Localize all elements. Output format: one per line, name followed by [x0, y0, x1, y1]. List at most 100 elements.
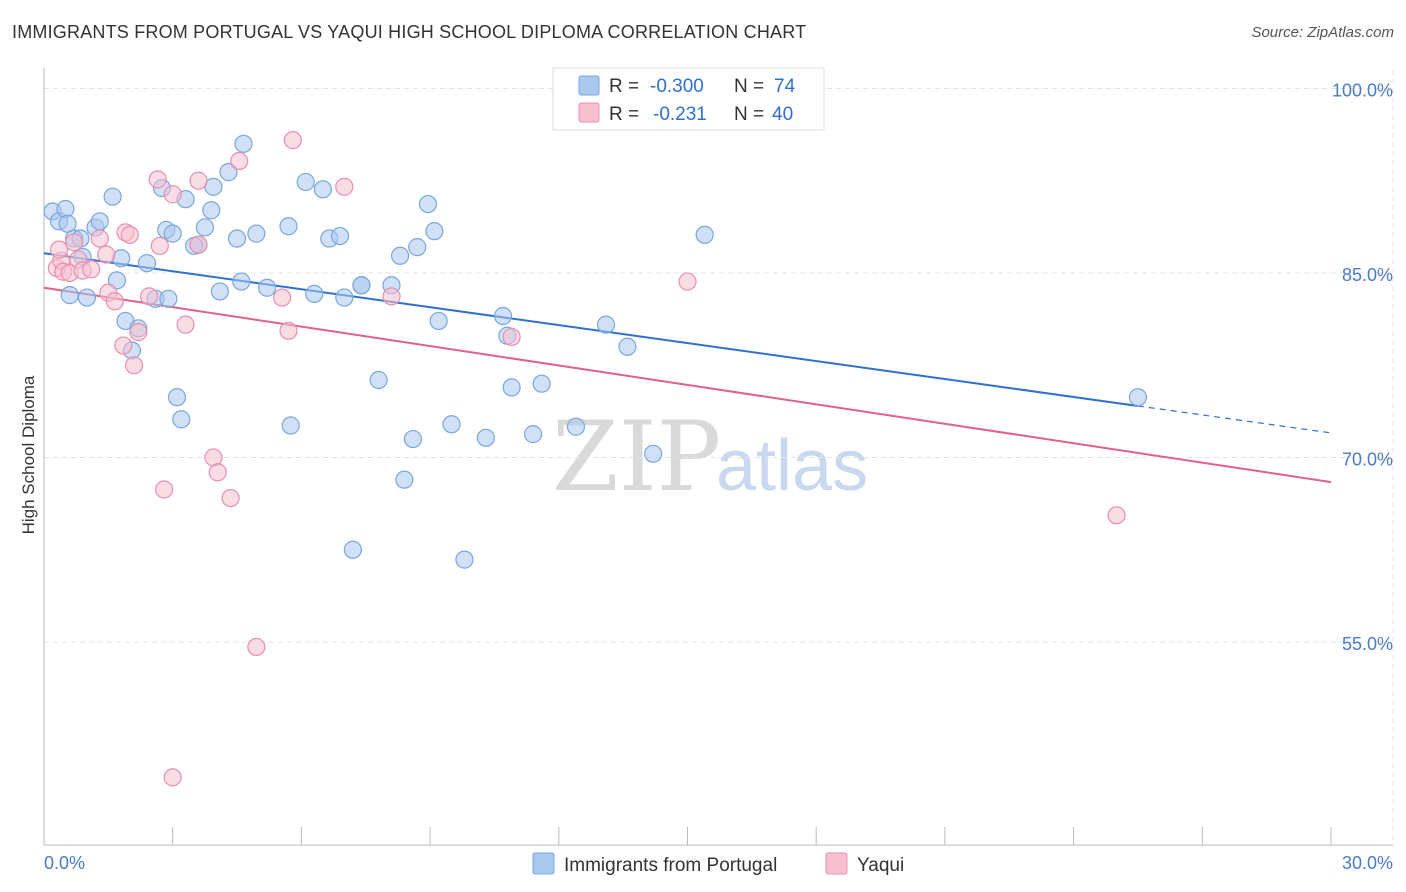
point-portugal: [429, 311, 448, 331]
point-portugal: [257, 278, 277, 297]
point-yaqui: [230, 151, 249, 171]
y-tick-label: 100.0%: [1332, 80, 1393, 100]
point-portugal: [455, 550, 474, 569]
point-yaqui: [82, 260, 101, 279]
point-portugal: [644, 444, 663, 463]
point-portugal: [369, 370, 388, 390]
point-yaqui: [678, 272, 697, 291]
point-portugal: [77, 288, 97, 307]
trend-line-portugal: [43, 252, 1139, 407]
legend-r-label-1: R =: [609, 76, 639, 97]
axes: [43, 68, 1393, 846]
point-portugal: [227, 229, 247, 248]
point-yaqui: [335, 177, 354, 196]
point-yaqui: [120, 225, 139, 244]
point-yaqui: [502, 327, 521, 347]
point-portugal: [566, 417, 586, 436]
point-portugal: [695, 225, 714, 244]
point-portugal: [163, 224, 182, 243]
point-portugal: [352, 276, 371, 295]
point-portugal: [493, 306, 513, 326]
x-tick-label: 30.0%: [1342, 853, 1393, 873]
source-label: Source: ZipAtlas.com: [1251, 24, 1394, 41]
point-portugal: [234, 134, 253, 153]
point-portugal: [90, 212, 109, 231]
legend-n-label-1: N =: [734, 76, 764, 97]
point-portugal: [408, 238, 427, 257]
point-portugal: [343, 540, 362, 559]
point-portugal: [395, 470, 414, 489]
point-portugal: [476, 428, 495, 447]
bottom-legend-swatch-yaqui: [825, 852, 848, 875]
point-portugal: [330, 226, 350, 246]
bottom-legend-label-yaqui: Yaqui: [857, 855, 904, 876]
point-yaqui: [49, 240, 69, 259]
point-portugal: [219, 163, 238, 182]
chart-title: IMMIGRANTS FROM PORTUGAL VS YAQUI HIGH S…: [12, 22, 807, 42]
tick-labels: 100.0% 85.0% 70.0% 55.0% 0.0% 30.0%: [44, 80, 1393, 873]
point-portugal: [279, 217, 298, 236]
point-yaqui: [163, 768, 182, 787]
point-yaqui: [140, 287, 159, 306]
point-portugal: [60, 286, 79, 305]
point-yaqui: [64, 233, 84, 252]
point-yaqui: [129, 322, 148, 342]
point-yaqui: [1107, 506, 1126, 525]
y-tick-label: 85.0%: [1342, 265, 1393, 285]
point-yaqui: [283, 131, 302, 150]
point-yaqui: [105, 292, 124, 311]
point-portugal: [523, 425, 543, 444]
point-portugal: [247, 224, 266, 243]
point-portugal: [418, 194, 438, 214]
point-yaqui: [272, 288, 292, 307]
point-yaqui: [189, 235, 208, 254]
trend-line-portugal-extension: [1137, 405, 1332, 434]
point-portugal: [335, 288, 354, 307]
trend-lines: [43, 252, 1332, 484]
y-tick-label: 55.0%: [1342, 634, 1393, 654]
bottom-legend-swatch-portugal: [532, 852, 555, 875]
point-yaqui: [208, 463, 227, 482]
point-yaqui: [155, 480, 174, 499]
point-portugal: [532, 374, 551, 393]
point-yaqui: [247, 637, 266, 657]
point-yaqui: [90, 229, 109, 248]
point-portugal: [167, 388, 187, 407]
y-axis-title: High School Diploma: [19, 375, 38, 534]
legend-n-value-1: 74: [774, 76, 796, 97]
point-yaqui: [221, 488, 240, 508]
point-yaqui: [150, 236, 169, 256]
point-portugal: [281, 416, 300, 435]
point-yaqui: [279, 321, 298, 340]
x-tick-label: 0.0%: [44, 853, 85, 873]
point-portugal: [172, 410, 191, 429]
point-portugal: [195, 218, 214, 237]
y-tick-label: 70.0%: [1342, 450, 1393, 470]
legend-n-value-2: 40: [772, 104, 793, 125]
trend-line-yaqui: [43, 286, 1332, 484]
point-portugal: [442, 415, 461, 434]
point-yaqui: [97, 245, 116, 264]
point-portugal: [596, 315, 616, 334]
legend-r-value-1: -0.300: [650, 76, 704, 97]
point-portugal: [137, 254, 157, 273]
point-yaqui: [382, 287, 401, 306]
legend-swatch-portugal: [578, 75, 600, 96]
point-portugal: [1128, 388, 1148, 407]
point-portugal: [425, 222, 444, 241]
watermark-atlas: atlas: [716, 426, 868, 506]
point-portugal: [305, 284, 324, 303]
point-portugal: [103, 187, 122, 206]
legend-r-label-2: R =: [609, 104, 639, 125]
point-yaqui: [189, 171, 208, 190]
point-portugal: [159, 289, 178, 308]
legend-n-label-2: N =: [734, 104, 764, 125]
bottom-legend: Immigrants from Portugal Yaqui: [532, 852, 904, 876]
point-yaqui: [114, 336, 133, 355]
top-legend: R = -0.300 N = 74 R = -0.231 N = 40: [552, 67, 825, 131]
point-portugal: [296, 172, 315, 192]
point-yaqui: [124, 356, 144, 375]
point-yaqui: [148, 170, 167, 189]
grid-lines: [44, 70, 1394, 845]
